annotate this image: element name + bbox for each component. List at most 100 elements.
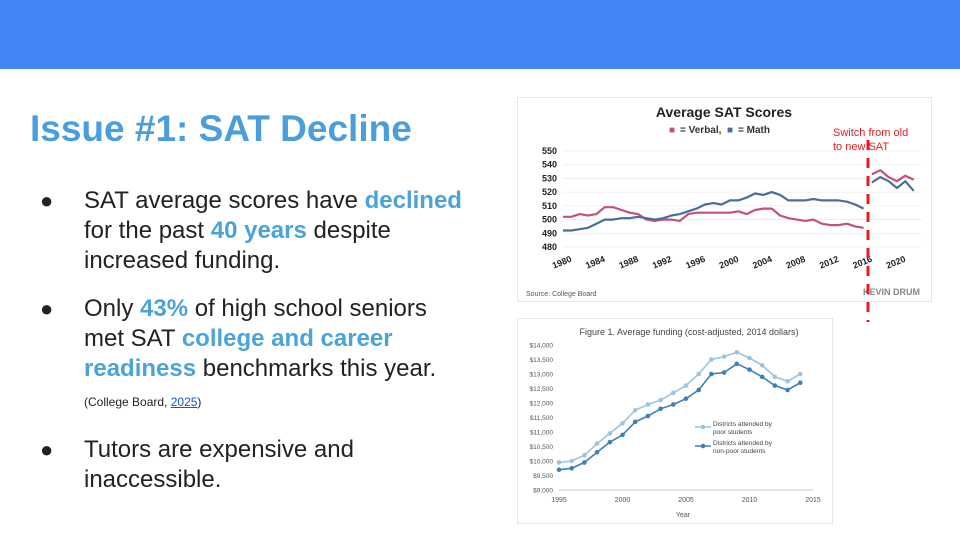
data-point (620, 432, 625, 438)
data-point (721, 354, 727, 359)
data-point (759, 363, 765, 368)
data-point (759, 374, 765, 380)
data-point (683, 383, 689, 388)
citation: (College Board, 2025) (84, 395, 202, 409)
data-point (772, 383, 778, 388)
switch-annotation: Switch from old to new SAT (833, 127, 909, 153)
bullet-dot: ● (40, 296, 54, 321)
x-tick-label: 2010 (742, 497, 758, 504)
chart-source: Source: College Board (526, 291, 597, 298)
series-line-verbal-old (563, 206, 864, 229)
x-tick-label: 2000 (615, 497, 631, 504)
data-point (709, 357, 714, 362)
bullet-tutors: ● Tutors are expensive and inaccessible. (40, 436, 354, 493)
data-point (658, 397, 663, 403)
data-point (569, 465, 574, 471)
y-tick-label: $12,500 (530, 386, 554, 393)
y-tick-labels: $9,000 $9,500 $10,000 $10,500 $11,000 $11,500… (530, 343, 554, 495)
bullet-readiness: ● Only 43% of high school seniors met SA… (40, 295, 437, 409)
y-tick-label: 540 (542, 160, 557, 170)
data-point (594, 441, 600, 446)
data-point (798, 371, 803, 377)
y-tick-label: 490 (542, 228, 557, 238)
legend-marker-poor (700, 424, 706, 430)
data-point (772, 374, 778, 380)
series-line-poor (558, 351, 801, 464)
y-tick-label: 520 (542, 187, 557, 197)
legend-marker-math: ■ (727, 125, 733, 136)
chart-title: Figure 1. Average funding (cost-adjusted… (580, 327, 799, 337)
series-line-verbal-new (871, 169, 915, 183)
data-point (747, 355, 752, 361)
data-point (683, 396, 689, 401)
series-line-math-new (871, 175, 915, 192)
y-tick-label: 480 (542, 242, 557, 252)
legend-marker-nonpoor (700, 443, 706, 449)
score-lines (563, 169, 915, 232)
data-point (607, 431, 613, 436)
x-tick-labels: 1995 2000 2005 2010 2015 (551, 497, 821, 504)
data-point (645, 402, 651, 407)
chart-frame (517, 97, 932, 302)
y-tick-label: $10,000 (530, 459, 554, 466)
legend-marker-verbal: ■ (669, 125, 675, 136)
data-point (607, 439, 613, 445)
data-point (721, 370, 727, 375)
y-tick-label: $9,000 (533, 488, 553, 495)
data-point (785, 387, 790, 393)
data-point (696, 371, 701, 377)
data-point (696, 387, 701, 393)
switch-divider (866, 140, 870, 322)
y-tick-label: 500 (542, 215, 557, 225)
y-tick-label: $13,000 (530, 372, 554, 379)
funding-chart: Figure 1. Average funding (cost-adjusted… (517, 318, 833, 524)
data-point (734, 349, 740, 355)
chart-title: Average SAT Scores (656, 104, 792, 120)
data-point (569, 458, 574, 464)
data-point (671, 390, 676, 396)
series-line-nonpoor (558, 362, 801, 471)
y-tick-labels: 480 490 500 510 520 530 540 550 (542, 146, 557, 252)
bullet-dot: ● (40, 188, 54, 213)
y-tick-label: $10,500 (530, 444, 554, 451)
chart-legend: ■ = Verbal, ■ = Math (669, 125, 770, 136)
citation-link[interactable]: 2025 (170, 395, 198, 409)
legend-label-verbal: = Verbal, (680, 125, 722, 136)
funding-lines (556, 349, 803, 472)
x-tick-label: 2005 (678, 497, 694, 504)
data-point (632, 407, 638, 413)
y-tick-label: 510 (542, 201, 557, 211)
data-point (734, 361, 740, 367)
x-axis-label: Year (676, 512, 691, 519)
legend-label-nonpoor-1: Districts attended by (713, 440, 773, 447)
data-point (747, 367, 752, 372)
data-point (582, 460, 587, 465)
y-tick-label: 550 (542, 146, 557, 156)
legend-label-poor-1: Districts attended by (713, 421, 773, 428)
bullet-list: ● SAT average scores have declined for t… (40, 186, 470, 513)
series-line-math-old (563, 190, 865, 232)
data-point (620, 421, 625, 426)
top-banner (0, 0, 960, 69)
y-tick-label: $9,500 (533, 473, 553, 480)
data-point (556, 467, 562, 472)
data-point (709, 371, 714, 377)
legend-label-nonpoor-2: non-poor students (713, 448, 766, 455)
bullet-dot: ● (40, 437, 54, 462)
bullet-sat-decline: ● SAT average scores have declined for t… (40, 187, 462, 274)
y-tick-label: $11,500 (530, 415, 553, 422)
data-point (671, 402, 676, 407)
watermark: KEVIN DRUM (863, 287, 920, 297)
data-point (582, 452, 587, 458)
y-tick-label: 530 (542, 173, 557, 183)
y-tick-label: $13,500 (530, 357, 554, 364)
data-point (658, 406, 663, 412)
sat-scores-chart: Average SAT Scores ■ = Verbal, ■ = Math … (517, 97, 932, 302)
slide-title: Issue #1: SAT Decline (30, 108, 412, 149)
data-point (594, 450, 600, 455)
data-point (556, 460, 562, 465)
data-point (785, 378, 790, 384)
x-tick-label: 2015 (805, 497, 821, 504)
y-tick-label: $14,000 (530, 343, 554, 350)
data-point (798, 380, 803, 385)
